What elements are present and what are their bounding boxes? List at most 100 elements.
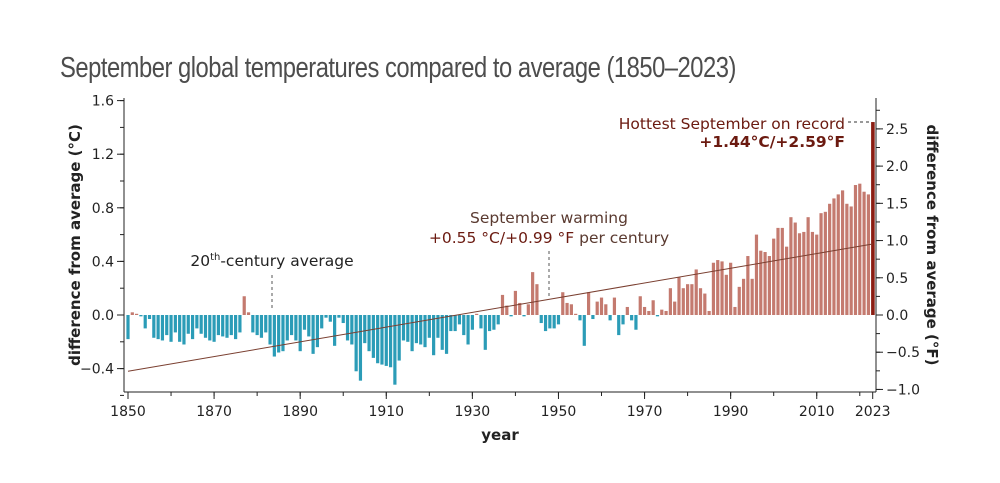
bar-2002	[780, 227, 784, 315]
annotation-warming: September warming +0.55 °C/+0.99 °F per …	[429, 209, 669, 297]
bar-2001	[776, 227, 780, 315]
bar-1887	[285, 315, 289, 341]
bar-1973	[655, 315, 660, 317]
bar-1971	[647, 310, 651, 315]
bar-1977	[673, 301, 677, 315]
x-tick-label: 1950	[541, 404, 577, 420]
bar-2019	[853, 185, 858, 315]
bar-1998	[763, 252, 767, 315]
record-annotation-label: Hottest September on record	[619, 115, 845, 133]
bar-1937	[500, 294, 505, 315]
bar-2009	[810, 231, 815, 315]
bar-1919	[423, 315, 427, 348]
bar-1964	[617, 315, 621, 336]
bar-2004	[789, 217, 793, 315]
x-tick-label: 1850	[110, 404, 146, 420]
bar-1947	[543, 315, 548, 332]
y-axis-label-left: difference from average (°C)	[66, 124, 84, 366]
bar-1860	[169, 315, 173, 342]
y-left-tick-label: 1.6	[92, 94, 114, 110]
bar-2012	[823, 211, 827, 315]
bar-1940	[513, 290, 518, 315]
bar-1949	[552, 315, 556, 329]
bar-1890	[298, 315, 302, 352]
bar-1868	[203, 315, 208, 338]
bar-1982	[694, 269, 698, 315]
bar-1861	[173, 315, 177, 333]
bar-1857	[156, 315, 160, 340]
y-left-tick-label: −0.4	[80, 362, 114, 378]
bar-1988	[720, 261, 724, 315]
record-annotation-value: +1.44°C/+2.59°F	[699, 133, 845, 151]
annotation-average: 20th-century average	[190, 252, 354, 311]
bar-1984	[703, 293, 707, 315]
bar-1969	[638, 296, 642, 315]
bar-2018	[849, 206, 853, 315]
bar-1934	[487, 315, 492, 332]
bar-2016	[840, 190, 845, 315]
bar-1888	[289, 315, 294, 336]
bar-1894	[315, 315, 320, 348]
bar-1924	[444, 315, 449, 354]
bar-1904	[358, 315, 363, 381]
bar-1906	[367, 315, 371, 352]
bar-1899	[337, 315, 341, 318]
bar-1883	[268, 315, 272, 345]
y-right-tick-label: 2.5	[886, 122, 908, 138]
bar-2023	[871, 122, 875, 315]
y-right-tick-label: 0.5	[886, 271, 908, 287]
bar-1927	[457, 315, 462, 325]
bar-1898	[333, 315, 337, 346]
bar-1983	[698, 288, 703, 315]
bar-1869	[208, 315, 212, 341]
bar-1990	[729, 262, 733, 315]
bar-1850	[126, 315, 130, 340]
bar-1930	[470, 315, 474, 330]
bar-1975	[664, 310, 668, 315]
bar-1875	[234, 315, 238, 340]
bar-1877	[242, 296, 246, 315]
bar-2011	[819, 213, 823, 315]
bar-1945	[535, 284, 539, 315]
bar-1893	[311, 315, 315, 354]
bar-1855	[147, 315, 152, 320]
bar-1980	[686, 284, 690, 315]
bar-1851	[130, 312, 134, 315]
bar-1932	[479, 315, 483, 329]
bar-1865	[190, 315, 195, 340]
bar-1943	[526, 304, 530, 315]
bar-1928	[462, 315, 466, 336]
bar-1946	[539, 315, 543, 324]
bar-1956	[582, 315, 586, 346]
bar-1987	[716, 260, 720, 315]
bar-1915	[406, 315, 410, 342]
x-tick-label: 1910	[368, 404, 404, 420]
bar-2000	[772, 238, 776, 315]
x-axis-label: year	[481, 426, 519, 444]
y-right-tick-label: 2.0	[886, 159, 908, 175]
bar-1942	[522, 315, 526, 317]
bar-1912	[393, 315, 397, 385]
bar-1995	[750, 278, 754, 315]
bar-1960	[599, 297, 604, 315]
bar-1891	[302, 315, 307, 330]
bar-1900	[341, 315, 345, 324]
y-right-tick-label: −0.5	[886, 345, 920, 361]
bar-2005	[793, 222, 797, 315]
bar-1907	[371, 315, 375, 358]
bar-1966	[625, 306, 629, 315]
y-left-tick-label: 1.2	[92, 147, 114, 163]
bar-2010	[815, 234, 819, 315]
x-tick-label: 1970	[627, 404, 663, 420]
bar-1939	[509, 315, 513, 317]
bar-1853	[139, 315, 143, 317]
bar-2015	[836, 194, 840, 315]
bar-1909	[380, 315, 384, 365]
bar-1999	[767, 256, 771, 315]
bars-group	[126, 122, 875, 385]
bar-1994	[746, 256, 750, 315]
warming-annotation-label: September warming	[470, 209, 628, 227]
bar-1920	[427, 315, 431, 338]
bar-1903	[354, 315, 358, 372]
